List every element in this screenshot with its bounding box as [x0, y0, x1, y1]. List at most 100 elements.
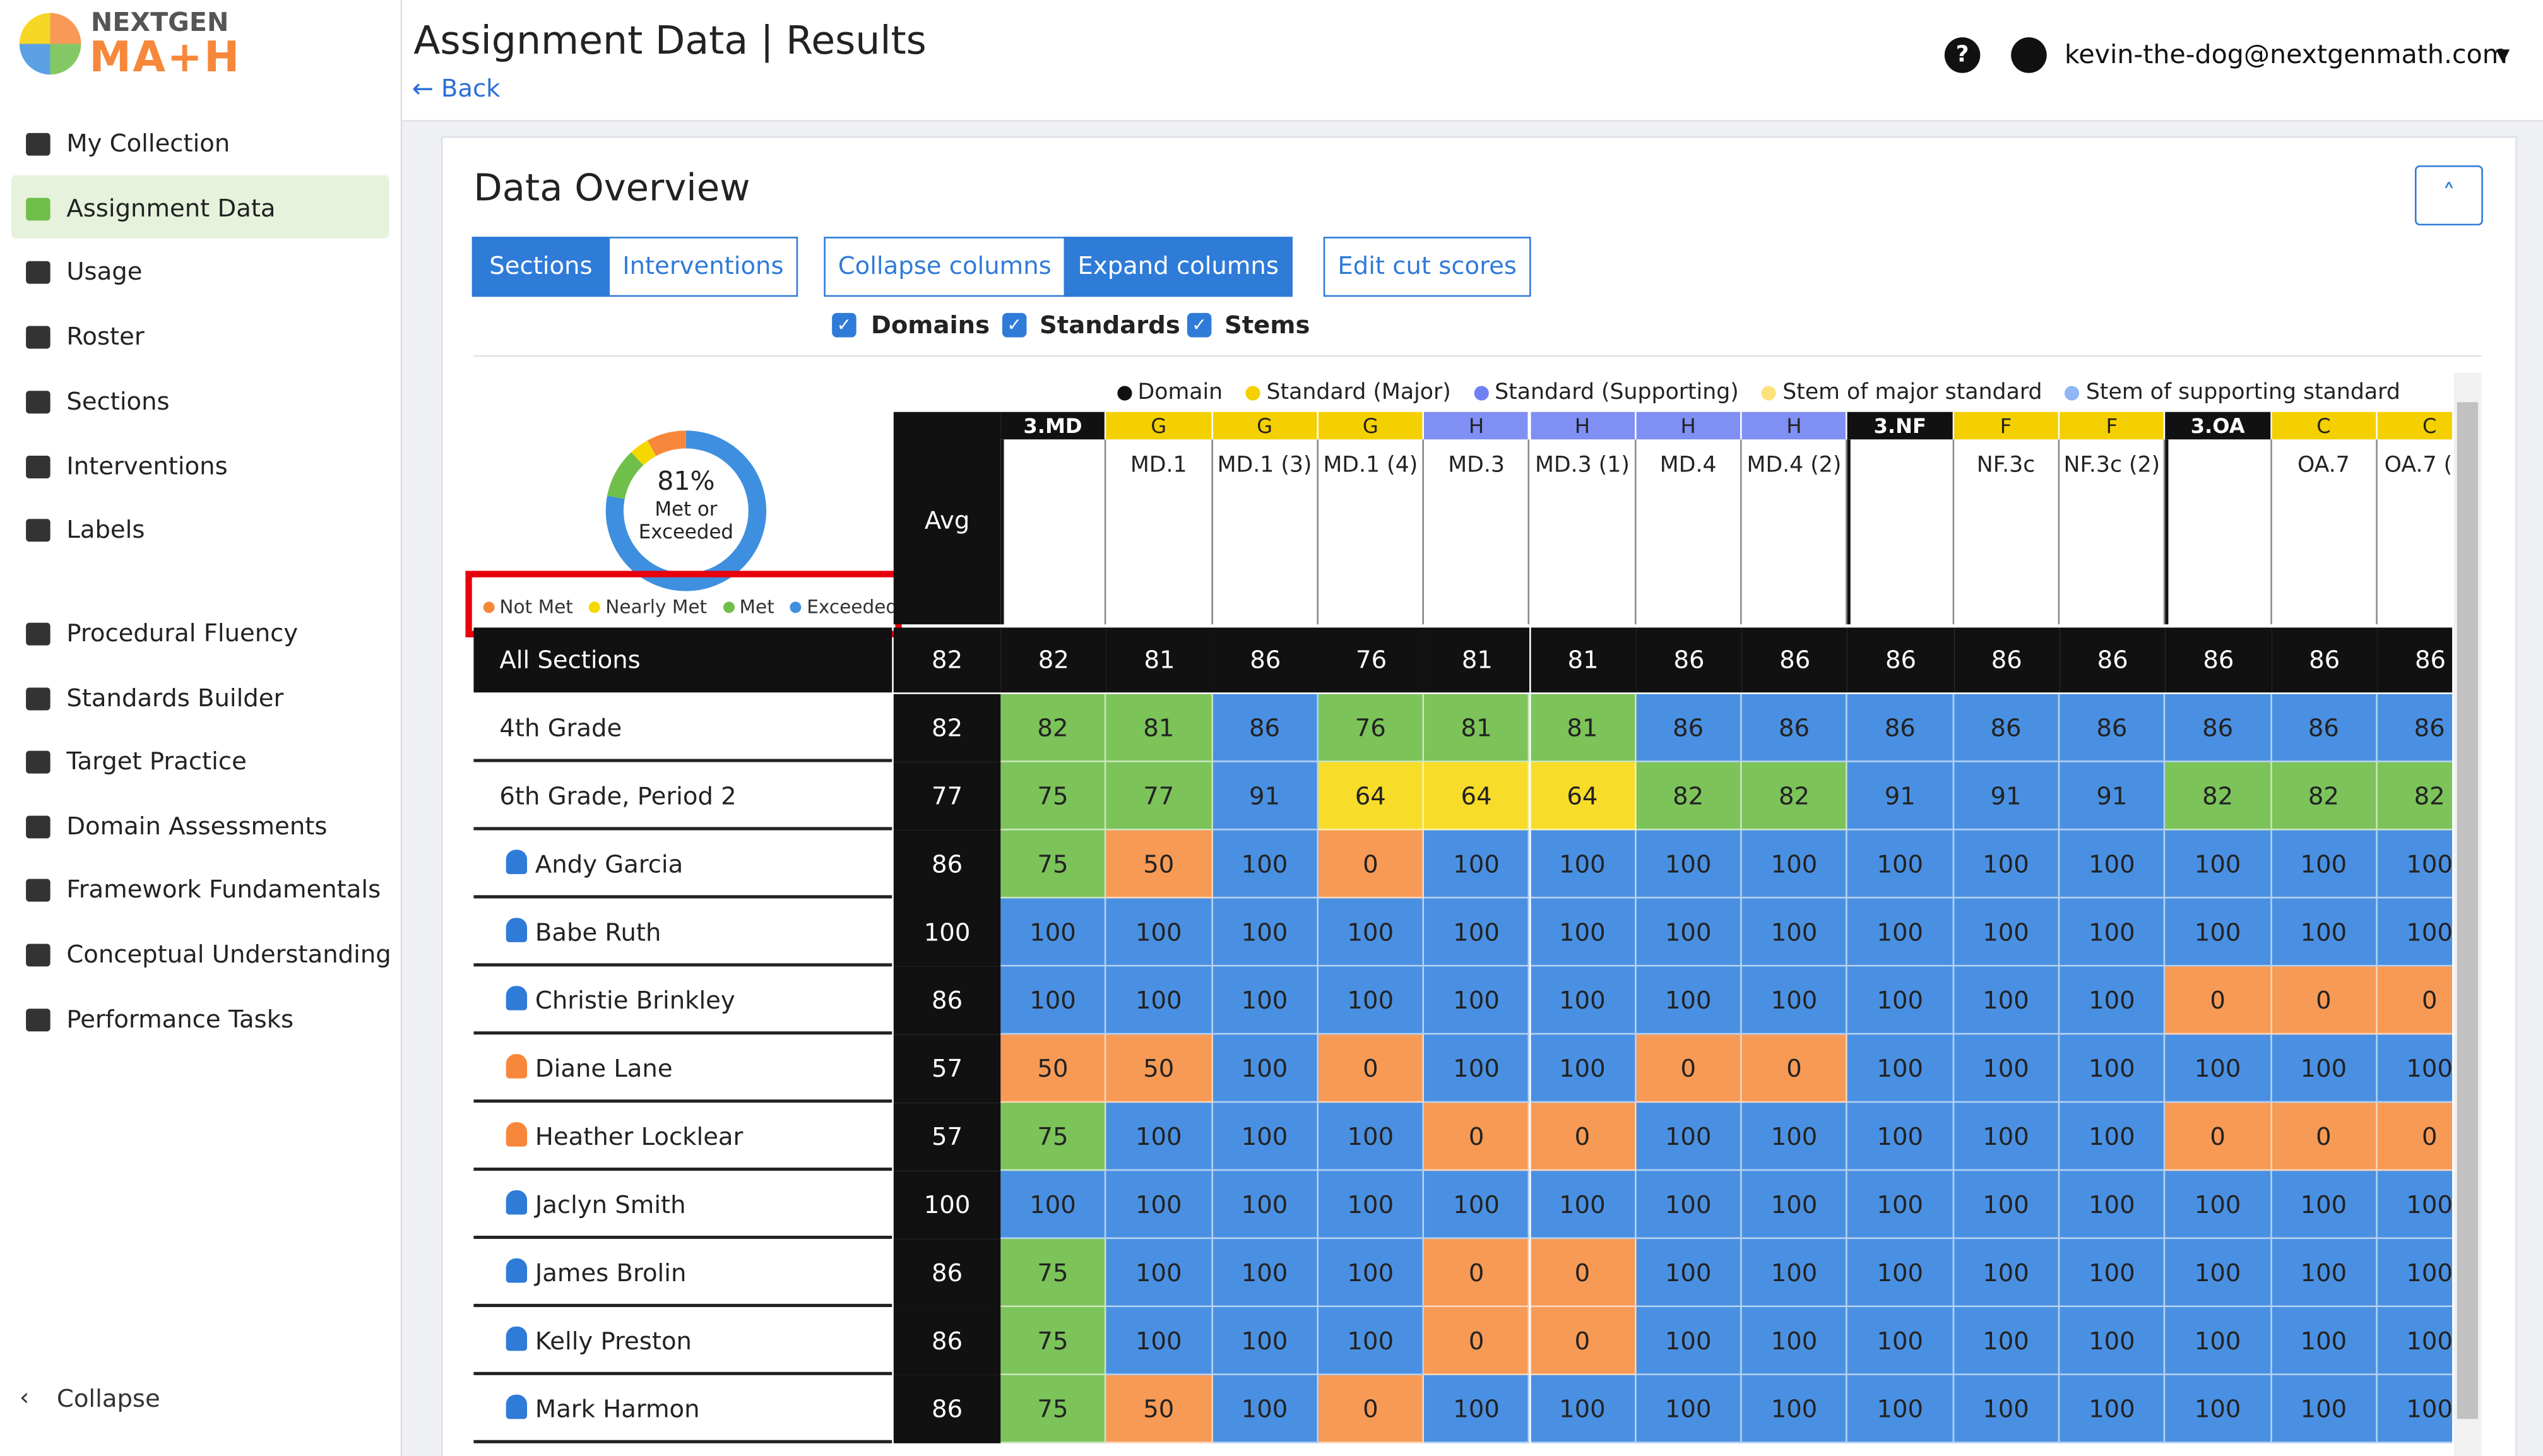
score-cell: 100	[2271, 830, 2378, 899]
score-cell: 100	[1106, 966, 1212, 1035]
score-cell: 100	[2271, 1034, 2378, 1103]
score-cell: 0	[1741, 1034, 1848, 1103]
score-cell: 86	[1953, 694, 2060, 762]
score-cell: 86	[1636, 627, 1742, 693]
row-name-text: 4th Grade	[499, 713, 622, 743]
score-cell: 86	[1741, 627, 1848, 693]
score-cell: 100	[2060, 898, 2166, 967]
score-cell: 100	[1212, 1171, 1319, 1240]
person-icon	[506, 849, 528, 874]
score-cell: 100	[1530, 898, 1637, 967]
collapse-button[interactable]: Collapse	[56, 1384, 160, 1414]
checkbox[interactable]: ✓	[1002, 312, 1027, 338]
score-cell: 100	[1212, 898, 1319, 967]
score-cell: 100	[1424, 1171, 1531, 1240]
score-cell: 100	[1106, 1171, 1212, 1240]
score-cell: 100	[1106, 1239, 1212, 1308]
button[interactable]: Sections	[471, 237, 610, 297]
score-cell: 77	[1106, 762, 1212, 831]
score-cell: 86	[1212, 627, 1319, 693]
score-cell: 100	[1318, 966, 1425, 1035]
score-cell: 100	[1106, 1103, 1212, 1171]
column-header	[1000, 439, 1107, 625]
nav-item[interactable]: My Collection	[66, 129, 230, 158]
divider	[473, 355, 2482, 357]
legend-dot	[1245, 385, 1260, 400]
panel-title: Data Overview	[473, 167, 750, 210]
nav-icon	[26, 261, 50, 285]
column-group: G	[1106, 411, 1212, 440]
score-cell: 100	[1530, 830, 1637, 899]
nav-item[interactable]: Domain Assessments	[66, 811, 328, 841]
score-cell: 100	[1212, 830, 1319, 899]
nav-item[interactable]: Roster	[66, 322, 145, 352]
back-link[interactable]: Back	[441, 73, 501, 104]
checkbox-label: Stems	[1224, 311, 1310, 340]
nav-item[interactable]: Labels	[66, 515, 145, 545]
nav-item[interactable]: Assignment Data	[66, 193, 276, 223]
score-cell: 100	[1636, 1171, 1742, 1240]
nav-item[interactable]: Conceptual Understanding	[66, 940, 391, 969]
nav-icon	[26, 519, 50, 542]
nav-item[interactable]: Usage	[66, 257, 143, 287]
button[interactable]: Expand columns	[1064, 237, 1293, 297]
checkbox[interactable]: ✓	[832, 312, 857, 338]
score-cell: 81	[1530, 694, 1637, 762]
score-cell: 100	[1741, 1103, 1848, 1171]
nav-item[interactable]: Standards Builder	[66, 683, 284, 713]
scrollbar-thumb[interactable]	[2457, 402, 2479, 1419]
score-cell: 100	[1212, 966, 1319, 1035]
score-cell: 100	[1847, 1239, 1954, 1308]
column-header: MD.3 (1)	[1530, 439, 1637, 625]
button[interactable]: Edit cut scores	[1323, 237, 1531, 297]
button[interactable]: Collapse columns	[824, 237, 1066, 297]
score-cell: 100	[1953, 966, 2060, 1035]
help-button[interactable]: ?	[1944, 37, 1981, 73]
score-cell: 100	[1424, 1375, 1531, 1443]
nav-icon	[26, 133, 50, 156]
nav-icon	[26, 622, 50, 646]
score-cell: 86	[1953, 627, 2060, 693]
nav-item[interactable]: Interventions	[66, 451, 228, 480]
score-cell: 100	[1000, 1171, 1107, 1240]
nav-item[interactable]: Sections	[66, 386, 170, 416]
score-cell: 91	[2060, 762, 2166, 831]
legend-label: Not Met	[499, 595, 573, 618]
nav-icon	[26, 454, 50, 478]
score-cell: 50	[1106, 1375, 1212, 1443]
checkbox[interactable]: ✓	[1187, 312, 1212, 338]
donut-legend-item: Nearly Met	[589, 593, 707, 619]
person-icon	[506, 1054, 528, 1079]
legend-dot	[2065, 385, 2080, 400]
score-cell: 100	[1847, 1171, 1954, 1240]
nav-icon	[26, 751, 50, 774]
user-menu[interactable]: kevin-the-dog@nextgenmath.com	[2064, 38, 2508, 70]
score-cell: 100	[1847, 830, 1954, 899]
legend-dot	[723, 600, 735, 612]
score-cell: 75	[1000, 1375, 1107, 1443]
row-avg: 86	[893, 966, 1001, 1035]
nav-icon	[26, 687, 50, 710]
row-name-text: Kelly Preston	[535, 1326, 692, 1356]
score-cell: 100	[1212, 1034, 1319, 1103]
button[interactable]: Interventions	[608, 237, 798, 297]
row-avg: 100	[893, 898, 1001, 967]
score-cell: 100	[1741, 1375, 1848, 1443]
nav-item[interactable]: Framework Fundamentals	[66, 875, 381, 905]
legend-label: Exceeded	[807, 595, 898, 618]
nav-item[interactable]: Performance Tasks	[66, 1003, 294, 1034]
legend-dot	[790, 600, 802, 612]
nav-icon	[26, 879, 50, 903]
score-cell: 100	[2377, 1171, 2453, 1240]
score-cell: 50	[1000, 1034, 1107, 1103]
score-cell: 100	[1000, 898, 1107, 967]
score-cell: 82	[2377, 762, 2453, 831]
nav-item[interactable]: Procedural Fluency	[66, 619, 299, 648]
user-caret: ▼	[2496, 44, 2510, 66]
checkbox-label: Domains	[870, 311, 990, 340]
collapse-panel[interactable]: ˄	[2414, 165, 2483, 226]
nav-icon	[26, 815, 50, 838]
legend-dot	[1761, 385, 1776, 400]
nav-item[interactable]: Target Practice	[66, 747, 247, 776]
score-cell: 50	[1106, 830, 1212, 899]
